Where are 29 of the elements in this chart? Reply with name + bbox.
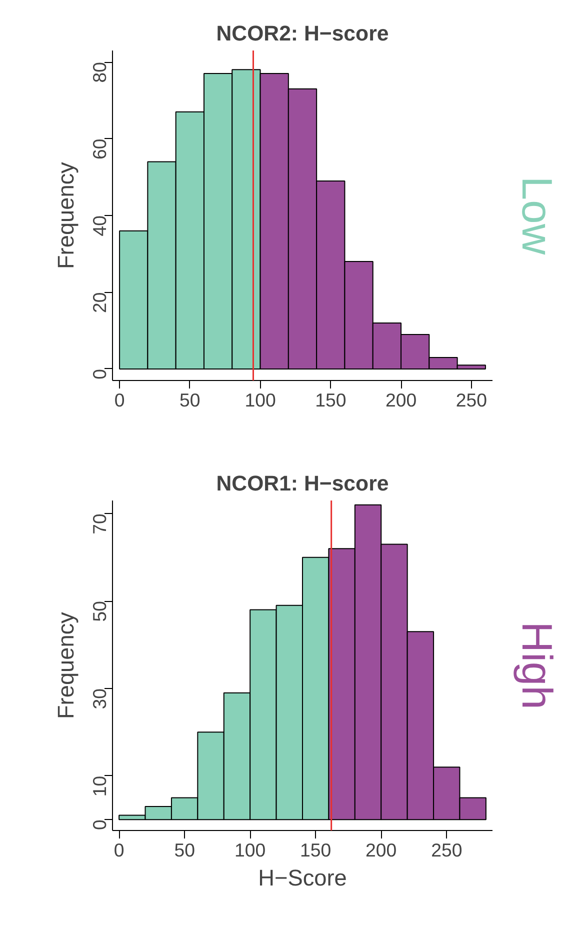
x-tick-label: 250 [456, 390, 487, 410]
text: High [512, 622, 560, 710]
y-tick-label: 60 [89, 138, 110, 160]
y-axis-title: Frequency [52, 161, 78, 270]
y-tick-label: 80 [89, 62, 110, 83]
x-tick-label: 200 [385, 390, 417, 410]
x-tick-label: 150 [315, 390, 346, 410]
x-tick-label: 50 [174, 840, 195, 860]
y-tick-label: 50 [89, 601, 110, 622]
x-tick-label: 250 [431, 840, 462, 860]
x-tick-label: 0 [114, 390, 125, 410]
x-axis-title: H−Score [258, 864, 347, 890]
x-tick-label: 50 [180, 390, 200, 410]
chart-title: NCOR2: H−score [216, 22, 389, 46]
text: Low [512, 176, 560, 255]
x-tick-label: 0 [114, 840, 124, 860]
y-tick-label: 30 [89, 688, 110, 710]
x-tick-label: 100 [244, 390, 276, 410]
x-tick-label: 200 [366, 840, 397, 860]
y-axis-title: Frequency [52, 611, 78, 720]
y-tick-label: 70 [89, 514, 110, 534]
y-tick-label: 0 [89, 368, 110, 380]
y-tick-label: 0 [89, 820, 110, 830]
chart-title: NCOR1: H−score [216, 472, 389, 496]
x-tick-label: 150 [300, 840, 332, 860]
y-tick-label: 20 [89, 292, 110, 313]
y-tick-label: 10 [89, 776, 110, 797]
y-tick-label: 40 [89, 215, 110, 236]
x-tick-label: 100 [234, 840, 266, 860]
